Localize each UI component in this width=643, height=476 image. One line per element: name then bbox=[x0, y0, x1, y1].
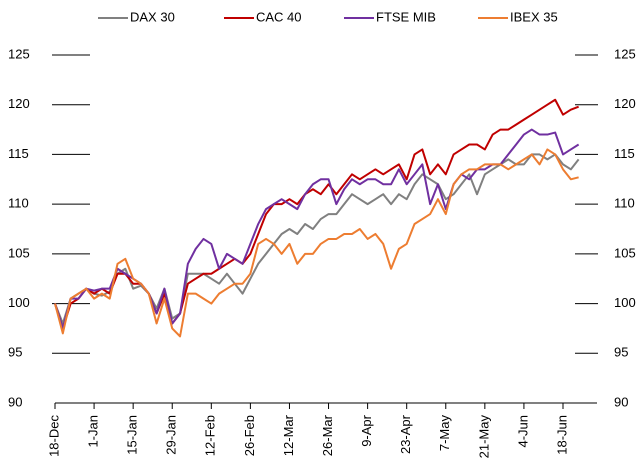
y2-tick-label: 90 bbox=[614, 394, 628, 409]
x-tick-label: 18-Jun bbox=[554, 415, 569, 455]
y-tick-label: 110 bbox=[8, 196, 29, 211]
x-tick-label: 15-Jan bbox=[125, 415, 140, 455]
series-line bbox=[54, 98, 579, 330]
x-tick-label: 9-Apr bbox=[359, 414, 374, 446]
y2-tick-label: 95 bbox=[614, 345, 628, 360]
x-tick-label: 29-Jan bbox=[164, 415, 179, 455]
y2-tick-label: 120 bbox=[614, 96, 636, 111]
x-tick-label: 26-Mar bbox=[320, 414, 335, 456]
x-tick-label: 12-Feb bbox=[203, 415, 218, 456]
legend-label: IBEX 35 bbox=[510, 9, 558, 24]
x-tick-label: 4-Jun bbox=[515, 415, 530, 448]
series-line bbox=[54, 128, 580, 330]
x-tick-label: 26-Feb bbox=[242, 415, 257, 456]
x-tick-label: 1-Jan bbox=[86, 415, 101, 448]
x-tick-label: 18-Dec bbox=[46, 415, 61, 457]
legend-label: FTSE MIB bbox=[376, 9, 436, 24]
y2-tick-label: 100 bbox=[614, 295, 636, 310]
x-tick-label: 23-Apr bbox=[398, 414, 413, 454]
y-tick-label: 90 bbox=[8, 394, 22, 409]
x-tick-label: 7-May bbox=[437, 415, 452, 452]
legend-label: DAX 30 bbox=[130, 9, 175, 24]
legend-label: CAC 40 bbox=[256, 9, 302, 24]
y2-tick-label: 125 bbox=[614, 46, 636, 61]
y-tick-label: 100 bbox=[8, 295, 30, 310]
series-line bbox=[54, 153, 580, 325]
y2-tick-label: 110 bbox=[614, 196, 635, 211]
y-tick-label: 115 bbox=[8, 146, 29, 161]
x-tick-label: 12-Mar bbox=[281, 414, 296, 456]
x-tick-label: 21-May bbox=[476, 415, 491, 459]
y-tick-label: 95 bbox=[8, 345, 22, 360]
series-line bbox=[54, 148, 579, 338]
y2-tick-label: 105 bbox=[614, 245, 636, 260]
y-tick-label: 125 bbox=[8, 46, 30, 61]
y2-tick-label: 115 bbox=[614, 146, 635, 161]
y-tick-label: 120 bbox=[8, 96, 30, 111]
y-tick-label: 105 bbox=[8, 245, 30, 260]
